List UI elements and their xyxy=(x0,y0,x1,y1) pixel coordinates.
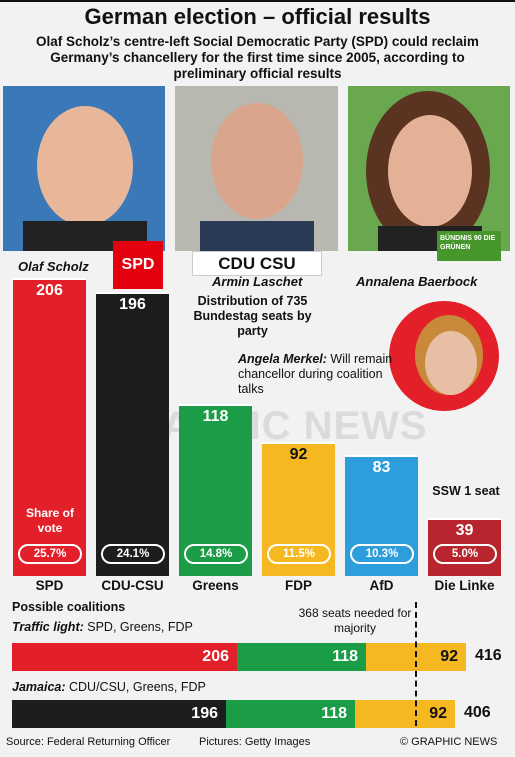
vote-share-pill: 14.8% xyxy=(184,544,248,564)
merkel-note: Angela Merkel: Will remain chancellor du… xyxy=(238,352,398,397)
coalition-segment-greens: 118 xyxy=(237,643,366,671)
seat-value-label: 92 xyxy=(289,446,308,463)
seat-value-label: 39 xyxy=(455,522,474,539)
page-title: German election – official results xyxy=(84,4,431,29)
coalition-segment-spd: 206 xyxy=(12,643,237,671)
coalition-bar-jamaica: 196 118 92 xyxy=(12,700,455,728)
laschet-photo xyxy=(175,86,338,251)
spd-logo: SPD xyxy=(113,241,163,289)
coalition-name: Traffic light: xyxy=(12,620,84,634)
ssw-label: SSW 1 seat xyxy=(432,484,500,498)
share-of-vote-caption: Share of vote xyxy=(25,506,74,535)
coalition-segment-fdp: 92 xyxy=(355,700,455,728)
coalition-segment-cdu-csu: 196 xyxy=(12,700,226,728)
footer-credit: © GRAPHIC NEWS xyxy=(400,736,498,748)
candidate-name-laschet: Armin Laschet xyxy=(212,274,303,289)
footer-source: Source: Federal Returning Officer xyxy=(6,736,171,748)
vote-share-pill: 10.3% xyxy=(350,544,414,564)
party-label: SPD xyxy=(35,578,64,593)
bar-cdu-csu xyxy=(96,292,169,576)
seat-value-label: 83 xyxy=(372,459,391,476)
coalition-title-traffic-light: Traffic light: SPD, Greens, FDP xyxy=(12,620,193,634)
coalition-name: Jamaica: xyxy=(12,680,66,694)
coalition-total: 416 xyxy=(475,647,502,664)
vote-share-pill: 5.0% xyxy=(433,544,497,564)
top-rule xyxy=(0,0,515,2)
party-label: Die Linke xyxy=(434,578,495,593)
baerbock-photo xyxy=(348,86,510,251)
coalition-parties: CDU/CSU, Greens, FDP xyxy=(65,680,206,694)
page-subtitle: Olaf Scholz’s centre-left Social Democra… xyxy=(36,34,479,81)
greens-logo: BÜNDNIS 90 DIE GRÜNEN xyxy=(437,231,501,261)
cdu-csu-logo: CDU CSU xyxy=(192,251,322,276)
seat-value-label: 196 xyxy=(119,296,146,313)
distribution-label: Distribution of 735 Bundestag seats by p… xyxy=(193,294,312,338)
coalition-bar-traffic-light: 206 118 92 xyxy=(12,643,466,671)
scholz-photo xyxy=(3,86,165,251)
party-label: Greens xyxy=(192,578,239,593)
vote-share-pill: 25.7% xyxy=(18,544,82,564)
merkel-note-text: Will remain chancellor during coalition … xyxy=(238,352,393,396)
merkel-name: Angela Merkel: xyxy=(238,352,327,366)
vote-share-pill: 24.1% xyxy=(101,544,165,564)
coalitions-heading: Possible coalitions xyxy=(12,600,126,614)
coalition-segment-greens: 118 xyxy=(226,700,355,728)
candidate-name-scholz: Olaf Scholz xyxy=(18,259,89,274)
seat-value-label: 206 xyxy=(36,282,63,299)
majority-line xyxy=(415,602,417,726)
seat-value-label: 118 xyxy=(202,408,229,425)
vote-share-pill: 11.5% xyxy=(267,544,331,564)
merkel-photo xyxy=(389,297,499,415)
party-label: AfD xyxy=(369,578,394,593)
coalition-parties: SPD, Greens, FDP xyxy=(83,620,193,634)
party-label: CDU-CSU xyxy=(101,578,164,593)
footer-pictures: Pictures: Getty Images xyxy=(199,736,311,748)
coalition-total: 406 xyxy=(464,704,491,721)
bar-spd xyxy=(13,278,86,576)
majority-note: 368 seats needed for majority xyxy=(298,606,412,635)
party-label: FDP xyxy=(285,578,312,593)
coalition-title-jamaica: Jamaica: CDU/CSU, Greens, FDP xyxy=(12,680,206,694)
candidate-name-baerbock: Annalena Baerbock xyxy=(356,274,478,289)
